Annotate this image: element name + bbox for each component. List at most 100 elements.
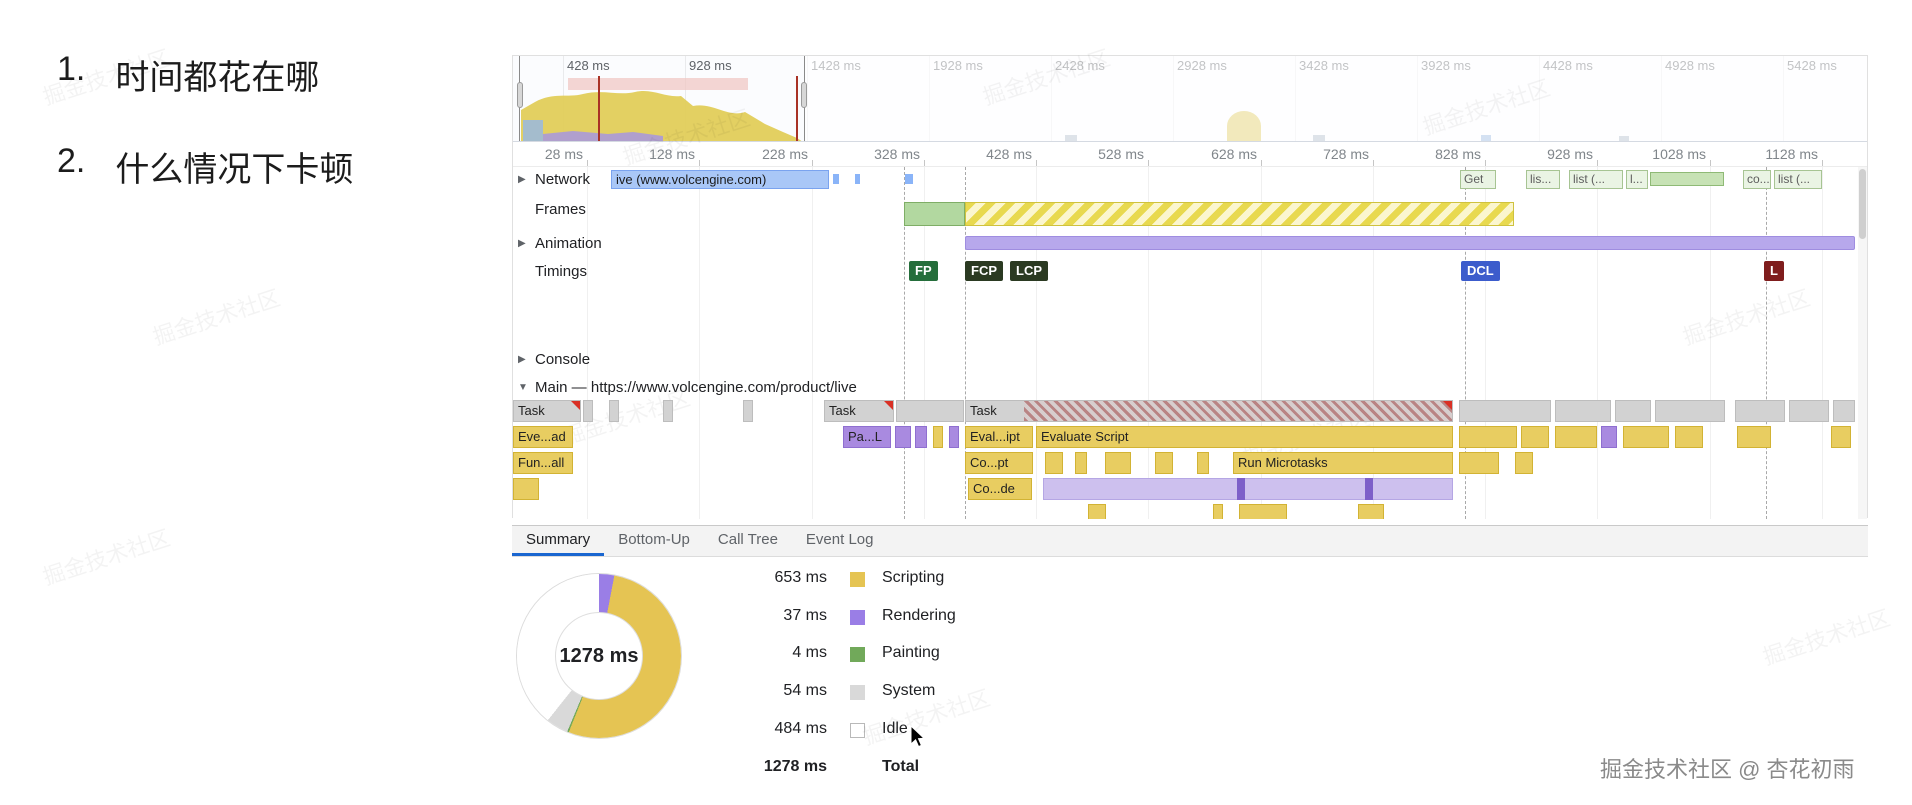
timings-track-label[interactable]: Timings — [518, 263, 587, 280]
overview-selection-window[interactable] — [517, 56, 807, 141]
flame-bar[interactable] — [1789, 400, 1829, 422]
flame-bar[interactable] — [1213, 504, 1223, 519]
flame-bar[interactable] — [1043, 478, 1453, 500]
scrollbar-thumb[interactable] — [1859, 169, 1866, 239]
legend-swatch — [850, 610, 865, 625]
frames-track-label[interactable]: Frames — [518, 201, 586, 218]
legend-label: Total — [882, 758, 920, 775]
animation-track-label[interactable]: ▶ Animation — [518, 235, 602, 252]
faint-watermark: 掘金技术社区 — [38, 520, 173, 591]
flame-bar[interactable] — [949, 426, 959, 448]
disclosure-triangle-icon[interactable]: ▶ — [518, 238, 526, 249]
flame-bar[interactable] — [1737, 426, 1771, 448]
flame-bar[interactable] — [1459, 452, 1499, 474]
flame-bar[interactable] — [1615, 400, 1651, 422]
flame-bar[interactable] — [895, 426, 911, 448]
flame-bar[interactable] — [1239, 504, 1287, 519]
flame-bar[interactable]: Eve...ad — [513, 426, 573, 448]
timing-badge-l[interactable]: L — [1764, 261, 1784, 281]
flame-bar[interactable] — [609, 400, 619, 422]
network-request[interactable]: list (... — [1774, 170, 1822, 189]
flame-bar[interactable]: Co...de — [968, 478, 1032, 500]
timing-badge-fcp[interactable]: FCP — [965, 261, 1003, 281]
flame-bar[interactable] — [915, 426, 927, 448]
list-item-2: 2. 什么情况下卡顿 — [57, 142, 353, 191]
frame-block[interactable] — [904, 202, 965, 226]
selection-right-handle[interactable] — [801, 82, 807, 108]
flame-bar[interactable] — [1365, 478, 1373, 500]
flame-bar[interactable] — [1555, 426, 1597, 448]
flame-bar[interactable] — [896, 400, 964, 422]
flame-bar[interactable] — [1358, 504, 1384, 519]
flame-bar[interactable] — [1155, 452, 1173, 474]
flame-bar[interactable] — [1675, 426, 1703, 448]
network-request[interactable] — [833, 174, 839, 184]
flame-bar[interactable]: Task — [824, 400, 894, 422]
network-request[interactable] — [1650, 172, 1724, 186]
network-request[interactable]: Get — [1460, 170, 1496, 189]
flame-bar[interactable] — [1197, 452, 1209, 474]
legend-value: 54 ms — [783, 682, 827, 699]
vertical-scrollbar[interactable] — [1858, 167, 1867, 519]
flame-bar[interactable] — [743, 400, 753, 422]
flame-bar[interactable] — [1105, 452, 1131, 474]
network-request[interactable]: l... — [1626, 170, 1648, 189]
network-request[interactable]: list (... — [1569, 170, 1623, 189]
flame-bar[interactable] — [1833, 400, 1855, 422]
flame-bar[interactable] — [1515, 452, 1533, 474]
tab-call-tree[interactable]: Call Tree — [717, 531, 778, 548]
frames-track: Frames — [513, 199, 1867, 229]
flame-bar[interactable]: Co...pt — [965, 452, 1033, 474]
network-request[interactable]: lis... — [1526, 170, 1560, 189]
flame-bar[interactable] — [1831, 426, 1851, 448]
flame-bar[interactable] — [583, 400, 593, 422]
timing-badge-dcl[interactable]: DCL — [1461, 261, 1500, 281]
flame-bar[interactable] — [1735, 400, 1785, 422]
tab-summary[interactable]: Summary — [512, 526, 605, 556]
flame-bar[interactable] — [1045, 452, 1063, 474]
flame-bar[interactable] — [1601, 426, 1617, 448]
flame-bar[interactable] — [663, 400, 673, 422]
flame-bar[interactable]: Evaluate Script — [1036, 426, 1453, 448]
flame-bar[interactable]: Eval...ipt — [965, 426, 1033, 448]
legend-label: Idle — [882, 720, 908, 737]
flame-bar[interactable]: Pa...L — [843, 426, 891, 448]
partially-presented-frames[interactable] — [965, 202, 1514, 226]
flame-bar[interactable] — [1521, 426, 1549, 448]
network-track-label[interactable]: ▶ Network — [518, 171, 590, 188]
network-request[interactable]: co... — [1743, 170, 1771, 189]
tab-event-log[interactable]: Event Log — [805, 531, 874, 548]
network-request[interactable] — [855, 174, 860, 184]
tab-bottom-up[interactable]: Bottom-Up — [618, 531, 690, 548]
network-track: ive (www.volcengine.com) Get lis... list (.… — [513, 169, 1867, 191]
flame-bar[interactable] — [1459, 400, 1551, 422]
main-thread-track-label[interactable]: ▼ Main — https://www.volcengine.com/prod… — [518, 379, 857, 396]
ruler-tick-mark — [1148, 160, 1149, 166]
timing-badge-fp[interactable]: FP — [909, 261, 938, 281]
disclosure-triangle-icon[interactable]: ▼ — [518, 382, 528, 393]
console-track-label[interactable]: ▶ Console — [518, 351, 590, 368]
disclosure-triangle-icon[interactable]: ▶ — [518, 174, 526, 185]
flame-bar[interactable] — [1655, 400, 1725, 422]
disclosure-triangle-icon[interactable]: ▶ — [518, 354, 526, 365]
flame-bar[interactable] — [1623, 426, 1669, 448]
flame-bar[interactable] — [1075, 452, 1087, 474]
selection-left-handle[interactable] — [517, 82, 523, 108]
flame-bar[interactable] — [933, 426, 943, 448]
flame-bar[interactable] — [1088, 504, 1106, 519]
flame-bar[interactable]: Fun...all — [513, 452, 573, 474]
flame-bar[interactable] — [1555, 400, 1611, 422]
flame-bar[interactable]: Run Microtasks — [1233, 452, 1453, 474]
ruler-tick-mark — [1485, 160, 1486, 166]
flame-bar[interactable] — [513, 478, 539, 500]
timing-badge-lcp[interactable]: LCP — [1010, 261, 1048, 281]
network-request[interactable] — [905, 174, 913, 184]
flame-bar[interactable]: Task — [513, 400, 581, 422]
animation-bar[interactable] — [965, 236, 1855, 250]
grid-line — [812, 167, 813, 519]
network-request[interactable]: ive (www.volcengine.com) — [611, 170, 829, 189]
flame-bar[interactable] — [1237, 478, 1245, 500]
flame-bar[interactable] — [1459, 426, 1517, 448]
flame-bar[interactable]: Task — [965, 400, 1453, 422]
